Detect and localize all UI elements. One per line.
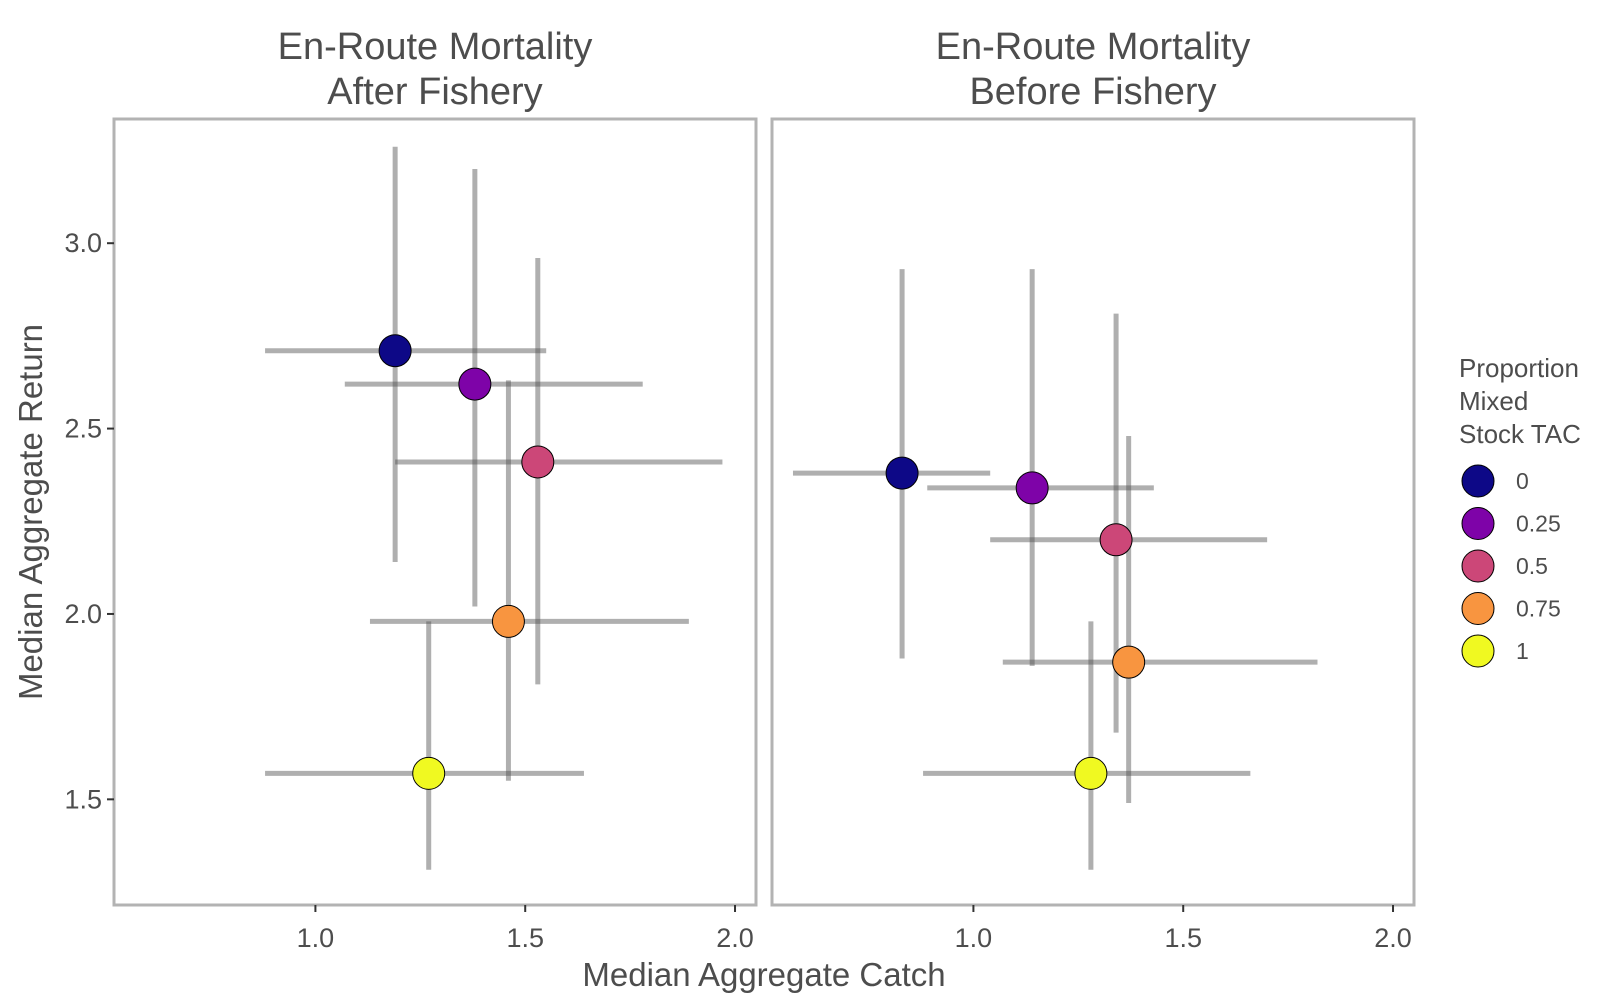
panel-after-fishery: En-Route Mortality After Fishery [112, 26, 758, 907]
panel-marks [265, 146, 723, 870]
panel-title-line-1: En-Route Mortality [936, 26, 1251, 68]
x-axis-panel-2: 1.0 1.5 2.0 [955, 905, 1412, 953]
x-tick-label: 2.0 [716, 923, 754, 953]
legend: Proportion Mixed Stock TAC 0 0.25 0.5 0.75 1 [1459, 353, 1581, 668]
data-point [1099, 523, 1133, 557]
legend-label: 0 [1516, 468, 1529, 494]
legend-entries: 0 0.25 0.5 0.75 1 [1461, 464, 1561, 668]
x-tick-label: 1.0 [297, 923, 335, 953]
data-point [378, 334, 412, 368]
panel-title-line-1: En-Route Mortality [278, 26, 593, 68]
panel-border [112, 117, 758, 907]
panel-title-line-2: After Fishery [327, 71, 542, 113]
legend-title-line-2: Mixed [1459, 386, 1528, 416]
panel-marks [792, 269, 1318, 870]
legend-key [1461, 549, 1495, 583]
legend-key [1461, 592, 1495, 625]
data-point [1015, 471, 1049, 505]
x-axis-panel-1: 1.0 1.5 2.0 [297, 905, 754, 953]
panel-before-fishery: En-Route Mortality Before Fishery [770, 26, 1416, 907]
panel-title-line-2: Before Fishery [969, 71, 1216, 113]
legend-key [1461, 634, 1495, 668]
y-tick-label: 2.5 [64, 414, 102, 444]
data-point [412, 756, 446, 790]
x-tick-label: 1.5 [1164, 923, 1202, 953]
x-tick-label: 1.0 [955, 923, 993, 953]
data-point [458, 367, 492, 401]
data-point [885, 456, 919, 490]
legend-label: 0.75 [1516, 596, 1561, 622]
data-point [1112, 645, 1146, 679]
x-tick-label: 1.5 [506, 923, 544, 953]
legend-title-line-3: Stock TAC [1459, 419, 1581, 449]
x-tick-label: 2.0 [1374, 923, 1412, 953]
y-axis: 1.5 2.0 2.5 3.0 [64, 228, 114, 814]
y-tick-label: 2.0 [64, 599, 102, 629]
legend-title-line-1: Proportion [1459, 353, 1579, 383]
y-tick-label: 3.0 [64, 228, 102, 258]
legend-label: 1 [1516, 638, 1529, 664]
legend-key [1461, 507, 1495, 540]
legend-key [1461, 464, 1495, 498]
y-axis-title: Median Aggregate Return [12, 324, 49, 700]
panel-border [770, 117, 1416, 907]
legend-label: 0.25 [1516, 511, 1561, 537]
data-point [1074, 756, 1108, 790]
y-tick-label: 1.5 [64, 784, 102, 814]
data-point [521, 445, 555, 479]
legend-label: 0.5 [1516, 553, 1548, 579]
x-axis-title: Median Aggregate Catch [582, 956, 945, 993]
data-point [491, 604, 525, 638]
